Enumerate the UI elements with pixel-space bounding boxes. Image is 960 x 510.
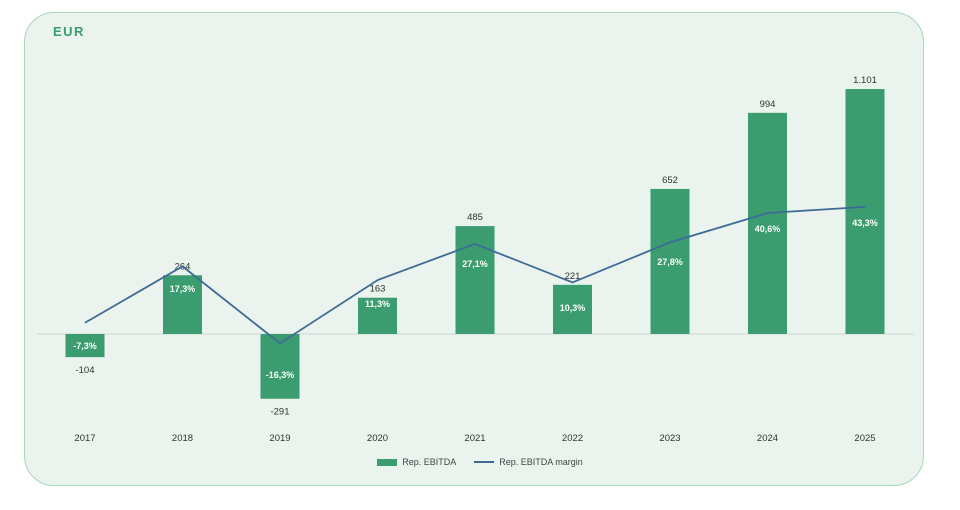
- margin-label-2017: -7,3%: [73, 341, 97, 351]
- legend-item-ebitda: Rep. EBITDA: [377, 457, 456, 467]
- bar-value-label-2019: -291: [270, 407, 289, 418]
- bar-value-label-2017: -104: [75, 365, 94, 376]
- legend-label-margin: Rep. EBITDA margin: [499, 457, 583, 467]
- bar-value-label-2020: 163: [370, 284, 386, 295]
- x-tick-label-2020: 2020: [367, 433, 388, 444]
- margin-label-2023: 27,8%: [657, 257, 683, 267]
- margin-line: [84, 205, 866, 345]
- bar-value-label-2025: 1.101: [853, 75, 877, 86]
- margin-label-2021: 27,1%: [462, 259, 488, 269]
- x-tick-label-2022: 2022: [562, 433, 583, 444]
- bar-ebitda-2023: [650, 188, 690, 334]
- x-tick-label-2025: 2025: [854, 433, 875, 444]
- margin-label-2020: 11,3%: [365, 299, 390, 309]
- bar-ebitda-2019: [260, 334, 300, 399]
- x-tick-label-2021: 2021: [464, 433, 485, 444]
- margin-label-2019: -16,3%: [266, 370, 295, 380]
- bar-ebitda-2022: [553, 284, 592, 334]
- bar-value-label-2022: 221: [565, 271, 581, 282]
- chart-legend: Rep. EBITDA Rep. EBITDA margin: [0, 457, 960, 467]
- bar-value-label-2021: 485: [467, 212, 483, 223]
- bar-value-label-2023: 652: [662, 175, 678, 186]
- bar-ebitda-2018: [163, 275, 202, 334]
- bar-ebitda-2017: [65, 334, 105, 358]
- x-tick-label-2023: 2023: [659, 433, 680, 444]
- margin-label-2024: 40,6%: [755, 224, 781, 234]
- legend-line-swatch: [474, 461, 495, 463]
- currency-label: EUR: [53, 24, 85, 39]
- x-tick-label-2018: 2018: [172, 433, 193, 444]
- x-tick-label-2017: 2017: [74, 433, 95, 444]
- margin-label-2025: 43,3%: [852, 218, 878, 228]
- bar-ebitda-2021: [455, 226, 495, 334]
- bar-ebitda-2020: [358, 297, 397, 334]
- margin-label-2018: 17,3%: [170, 284, 196, 294]
- legend-label-ebitda: Rep. EBITDA: [402, 457, 457, 467]
- bar-ebitda-2025: [845, 89, 885, 334]
- legend-bar-swatch: [377, 458, 398, 466]
- legend-item-margin: Rep. EBITDA margin: [474, 457, 583, 467]
- margin-label-2022: 10,3%: [560, 303, 586, 313]
- bar-ebitda-2024: [748, 112, 787, 335]
- x-tick-label-2024: 2024: [757, 433, 778, 444]
- bar-value-label-2024: 994: [760, 99, 776, 110]
- x-tick-label-2019: 2019: [269, 433, 290, 444]
